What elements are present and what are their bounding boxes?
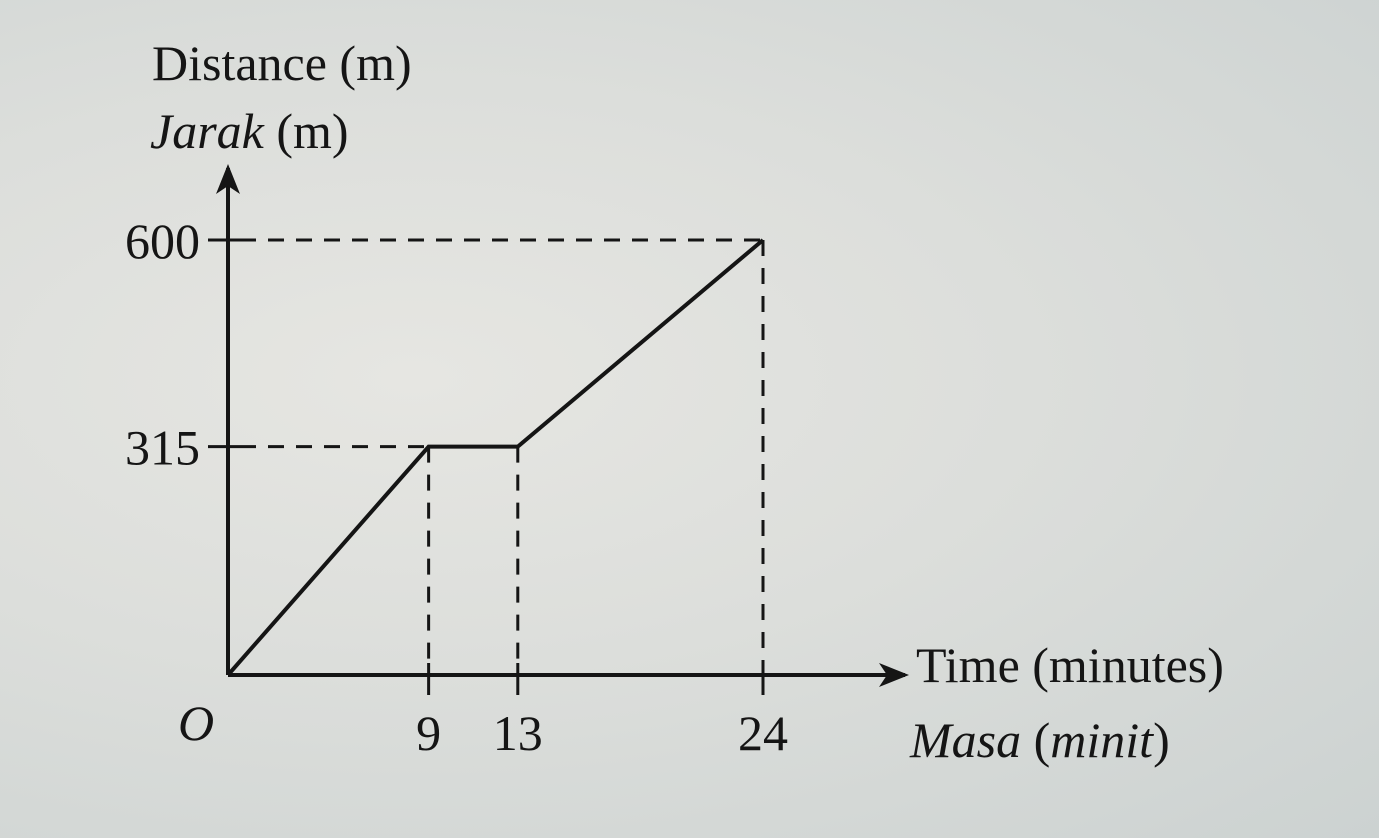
y-axis-label-english: Distance (m)	[152, 35, 412, 91]
x-tick-label-13: 13	[493, 705, 543, 761]
x-axis-label-malay-word: Masa	[909, 712, 1021, 768]
x-axis-label-malay: Masa (minit)	[909, 712, 1170, 768]
dashed-guide-lines	[240, 238, 765, 667]
y-axis-label-malay-unit: (m)	[264, 103, 349, 159]
x-tick-label-24: 24	[738, 705, 788, 761]
x-axis-label-malay-open: (	[1021, 712, 1050, 768]
tick-labels: 9 13 24 315 600	[125, 213, 788, 761]
x-tick-label-9: 9	[416, 705, 441, 761]
x-axis-label-malay-unit: minit	[1050, 712, 1154, 768]
axis-ticks	[208, 238, 765, 695]
y-tick-label-600: 600	[125, 213, 200, 269]
x-axis-label-english: Time (minutes)	[916, 637, 1224, 693]
distance-time-line	[226, 238, 765, 677]
y-axis-label-malay: Jarak (m)	[150, 103, 349, 159]
y-axis-label-malay-word: Jarak	[150, 103, 265, 159]
x-axis-label-malay-close: )	[1153, 712, 1170, 768]
origin-label: O	[178, 695, 214, 751]
y-tick-label-315: 315	[125, 420, 200, 476]
